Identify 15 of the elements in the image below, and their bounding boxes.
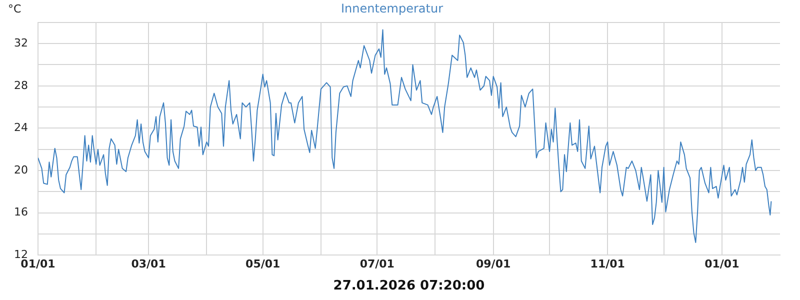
x-tick-label: 01/01 [704, 258, 740, 271]
x-axis-title: 27.01.2026 07:20:00 [333, 278, 485, 294]
y-tick-label: 24 [14, 121, 28, 134]
x-tick-label: 01/01 [20, 258, 56, 271]
x-tick-label: 09/01 [476, 258, 511, 271]
y-tick-label: 20 [14, 163, 28, 176]
y-tick-label: 16 [14, 206, 28, 219]
x-tick-label: 07/01 [360, 258, 394, 271]
x-tick-label: 11/01 [590, 258, 625, 271]
chart-title: Innentemperatur [340, 1, 444, 16]
x-tick-label: 05/01 [246, 258, 280, 271]
y-axis-title: °C [8, 2, 22, 16]
y-tick-label: 32 [14, 36, 28, 50]
x-tick-label: 03/01 [131, 258, 166, 271]
y-tick-label: 28 [14, 78, 28, 92]
